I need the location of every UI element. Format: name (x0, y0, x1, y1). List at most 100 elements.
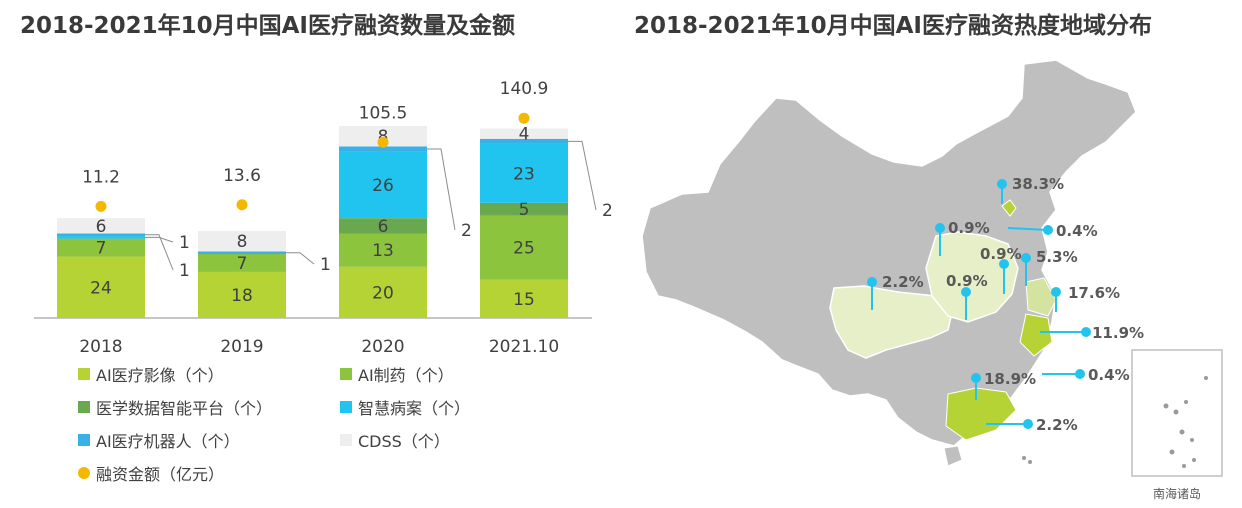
legend-item-cdss: CDSS（个） (340, 428, 450, 452)
bar-segment (57, 218, 145, 234)
inset-label: 南海诸岛 (1153, 486, 1201, 501)
bar-segment (198, 230, 286, 252)
pin-0-4-a: 0.4% (1007, 222, 1098, 240)
map-label: 0.4% (1056, 222, 1098, 240)
bar-segment (339, 151, 427, 219)
bar-segment (480, 128, 568, 139)
callout-label: 1 (320, 255, 331, 275)
bar-value-label: 5 (519, 200, 530, 220)
bar-segment (339, 266, 427, 318)
map-label: 0.9% (946, 272, 988, 290)
right-map-title: 2018-2021年10月中国AI医疗融资热度地域分布 (634, 13, 1152, 39)
bar-value-label: 4 (519, 125, 530, 145)
bar-segment (480, 143, 568, 203)
map-label: 0.4% (1088, 366, 1130, 384)
region-central (925, 231, 1019, 323)
bar-value-label: 24 (90, 278, 112, 298)
left-chart-title: 2018-2021年10月中国AI医疗融资数量及金额 (20, 13, 515, 39)
map-pins: 38.3% 0.9% 0.4% 0.9% 5.3% 2.2% 0.9% 17.6… (867, 175, 1144, 434)
bar-value-label: 7 (237, 254, 248, 274)
bar-segment (480, 279, 568, 318)
bar-segment (198, 254, 286, 272)
bar-value-label: 25 (513, 239, 535, 259)
pin-0-9-b: 0.9% (980, 245, 1022, 294)
map-label: 2.2% (882, 273, 924, 291)
pin-17-6: 17.6% (1051, 284, 1120, 312)
bar-segment (339, 146, 427, 152)
bar-segment (339, 218, 427, 234)
map-label: 0.9% (980, 245, 1022, 263)
map-label: 38.3% (1012, 175, 1064, 193)
bar-segment (339, 126, 427, 147)
callout-label: 2 (602, 201, 613, 221)
x-tick-label: 2018 (79, 337, 122, 357)
legend-item-pharma: AI制药（个） (340, 362, 454, 386)
bar-value-label: 6 (96, 217, 107, 237)
x-tick-label: 2020 (361, 337, 404, 357)
callout-leader (568, 140, 597, 211)
bar-segment (57, 236, 145, 239)
pin-0-9-c: 0.9% (946, 272, 988, 320)
legend-item-smart-records: 智慧病案（个） (340, 395, 470, 419)
legend-item-funding: 融资金额（亿元） (78, 461, 224, 485)
legend-item-data-platform: 医学数据智能平台（个） (78, 395, 272, 419)
bar-segment (198, 251, 286, 254)
funding-value-label: 140.9 (500, 79, 549, 99)
bar-value-label: 20 (372, 283, 394, 303)
pin-0-9-a: 0.9% (935, 219, 990, 256)
map-label: 5.3% (1036, 248, 1078, 266)
x-tick-label: 2021.10 (489, 337, 559, 357)
bar-value-label: 6 (378, 217, 389, 237)
region-zhejiang (1019, 313, 1053, 357)
callout-label: 1 (179, 233, 190, 253)
pin-11-9: 11.9% (1040, 324, 1144, 342)
map-label: 18.9% (984, 370, 1036, 388)
bar-segment (57, 256, 145, 318)
callout-leader (427, 148, 456, 231)
region-guangdong (945, 387, 1017, 441)
callout-leader (145, 234, 174, 271)
region-shanghai-jiangsu (1025, 277, 1057, 317)
bar-segment (57, 238, 145, 257)
bar-segment (480, 215, 568, 280)
bar-segment (480, 202, 568, 216)
map-label: 2.2% (1036, 416, 1078, 434)
legend-item-robot: AI医疗机器人（个） (78, 428, 240, 452)
callout-label: 1 (179, 261, 190, 281)
map-label: 11.9% (1092, 324, 1144, 342)
pin-2-2-b: 2.2% (986, 416, 1078, 434)
bar-value-label: 23 (513, 164, 535, 184)
pin-2-2-a: 2.2% (867, 273, 924, 310)
bar-segment (198, 271, 286, 318)
funding-point (518, 112, 530, 124)
pin-0-4-b: 0.4% (1042, 366, 1130, 384)
bar-value-label: 15 (513, 290, 535, 310)
legend-item-imaging: AI医疗影像（个） (78, 362, 224, 386)
bar-segment (339, 233, 427, 267)
map-landmass (641, 60, 1137, 447)
bar-segment (57, 233, 145, 237)
callout-leader (286, 252, 315, 265)
bar-segment (480, 138, 568, 144)
funding-value-label: 11.2 (82, 167, 120, 187)
pin-18-9: 18.9% (971, 370, 1036, 400)
stacked-bar-chart: 2476201811.21878201913.6201362682020105.… (34, 79, 613, 357)
china-map-svg: 南海诸岛 38.3% 0.9% 0.4% 0.9% 5.3% 2.2% 0.9%… (641, 60, 1223, 501)
region-sichuan (829, 285, 953, 359)
bar-value-label: 26 (372, 176, 394, 196)
bar-value-label: 8 (237, 232, 248, 252)
pin-38-3: 38.3% (997, 175, 1064, 204)
bar-value-label: 13 (372, 241, 394, 261)
map-label: 17.6% (1068, 284, 1120, 302)
region-hainan (943, 445, 963, 467)
china-map: 南海诸岛 38.3% 0.9% 0.4% 0.9% 5.3% 2.2% 0.9%… (636, 60, 1236, 508)
callout-leader (145, 236, 174, 243)
map-label: 0.9% (948, 219, 990, 237)
funding-point (236, 199, 248, 211)
funding-point (377, 136, 389, 148)
funding-value-label: 13.6 (223, 166, 261, 186)
callout-label: 2 (461, 221, 472, 241)
inset-islands (1022, 376, 1208, 468)
region-beijing (1001, 199, 1017, 217)
funding-value-label: 105.5 (359, 103, 408, 123)
